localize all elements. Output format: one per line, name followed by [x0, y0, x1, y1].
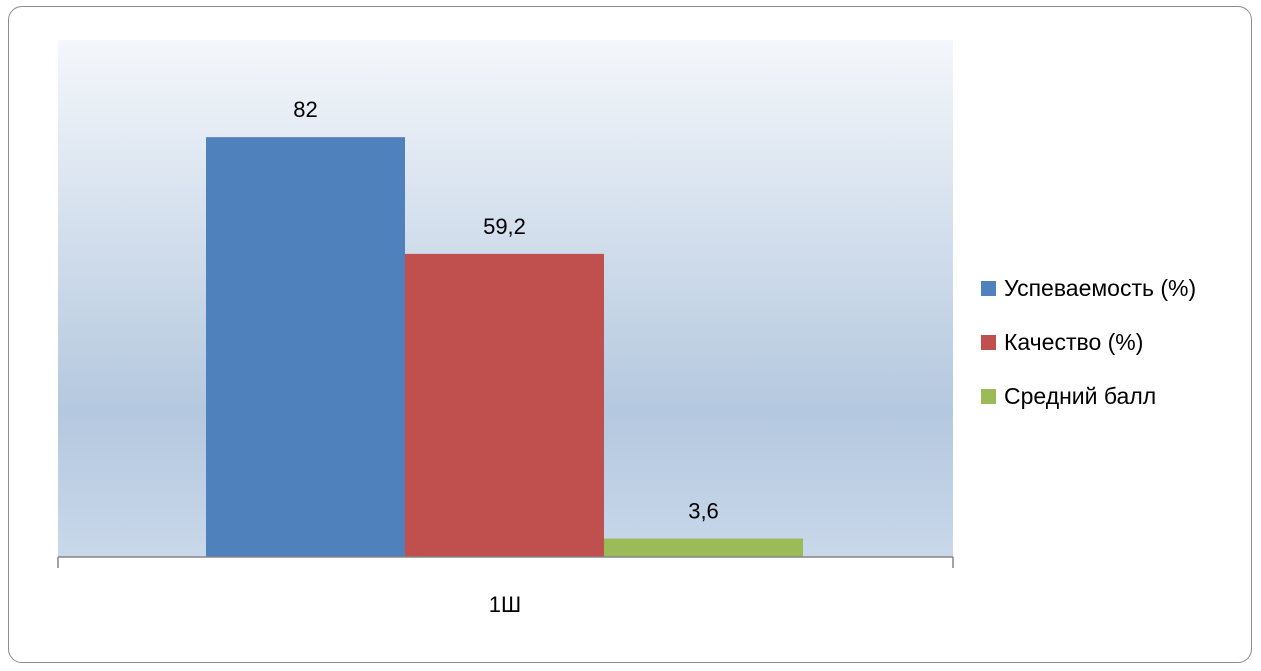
legend-item-sredniy-ball: Средний балл [981, 382, 1251, 410]
data-labels-group: 82 59,2 3,6 [293, 97, 719, 523]
legend-label-sredniy-ball: Средний балл [1004, 382, 1157, 409]
legend-label-uspevaemost: Успеваемость (%) [1004, 274, 1197, 301]
x-tick-label-1sh: 1Ш [489, 592, 521, 617]
bar-kachestvo [405, 253, 604, 557]
legend-item-kachestvo: Качество (%) [981, 328, 1251, 356]
data-label-sredniy-ball: 3,6 [688, 499, 719, 524]
legend-label-kachestvo: Качество (%) [1004, 328, 1144, 355]
bar-sredniy-ball [604, 538, 803, 557]
legend-swatch-sredniy-ball [981, 388, 996, 404]
bars-group [206, 137, 803, 557]
data-label-kachestvo: 59,2 [483, 214, 526, 239]
legend-swatch-kachestvo [981, 334, 996, 350]
legend-swatch-uspevaemost [981, 280, 996, 296]
legend-item-uspevaemost: Успеваемость (%) [981, 274, 1251, 302]
bar-uspevaemost [206, 137, 405, 557]
data-label-uspevaemost: 82 [293, 97, 317, 122]
legend: Успеваемость (%) Качество (%) Средний ба… [981, 274, 1251, 436]
